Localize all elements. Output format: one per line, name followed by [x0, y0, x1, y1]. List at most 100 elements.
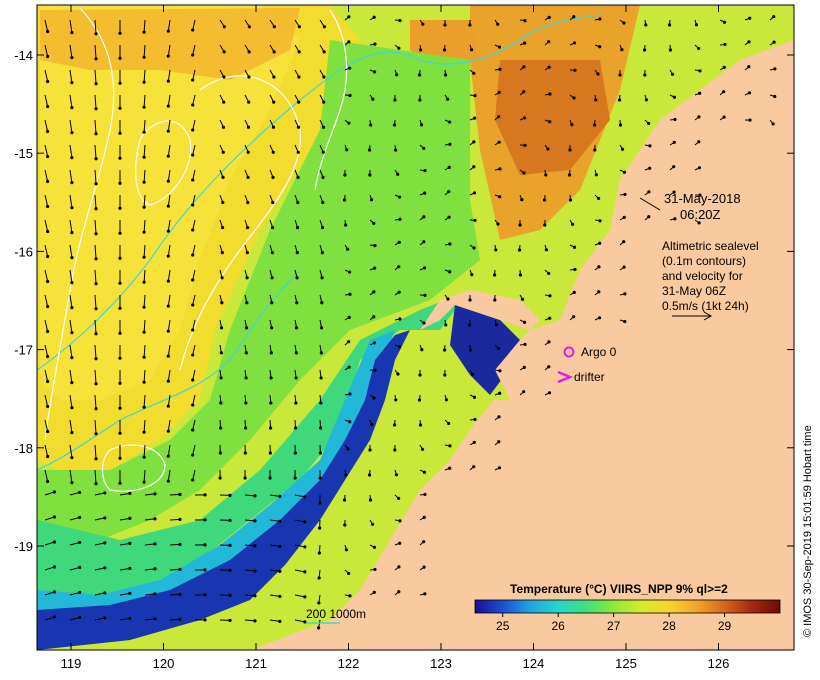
velocity-arrow — [244, 494, 256, 497]
velocity-arrow-head — [472, 395, 477, 399]
velocity-arrow-head — [397, 590, 401, 594]
velocity-arrow-head — [697, 115, 701, 119]
velocity-arrow-head — [518, 273, 523, 277]
velocity-arrow-head — [417, 73, 422, 77]
velocity-arrow-head — [373, 42, 377, 46]
velocity-arrow-head — [222, 100, 226, 104]
velocity-arrow-head — [368, 173, 372, 177]
velocity-arrow-head — [191, 103, 195, 107]
velocity-arrow — [143, 94, 146, 108]
velocity-arrow-head — [522, 65, 526, 69]
velocity-arrow-head — [447, 215, 451, 219]
velocity-arrow-head — [372, 545, 377, 549]
velocity-arrow — [44, 419, 49, 432]
velocity-arrow-head — [118, 456, 122, 460]
velocity-arrow-head — [497, 440, 501, 444]
velocity-arrow-head — [397, 265, 401, 269]
velocity-arrow-head — [419, 123, 424, 127]
velocity-arrow-head — [522, 320, 527, 324]
velocity-arrow-head — [142, 380, 146, 384]
velocity-arrow-head — [70, 156, 74, 160]
velocity-arrow-head — [103, 491, 107, 495]
velocity-arrow — [69, 394, 73, 408]
velocity-arrow-head — [142, 30, 146, 34]
velocity-arrow — [167, 144, 171, 157]
velocity-arrow-head — [497, 415, 501, 419]
lon-tick-label: 121 — [245, 656, 267, 671]
velocity-arrow-head — [166, 204, 170, 208]
velocity-arrow-head — [268, 451, 272, 455]
velocity-arrow-head — [322, 75, 326, 79]
velocity-arrow-head — [618, 123, 623, 127]
velocity-arrow-head — [142, 80, 146, 84]
velocity-arrow — [94, 444, 97, 459]
velocity-arrow-head — [722, 90, 726, 94]
velocity-arrow-head — [347, 340, 351, 344]
velocity-arrow-head — [142, 155, 146, 159]
velocity-arrow-head — [46, 479, 50, 484]
velocity-arrow — [143, 169, 146, 183]
velocity-arrow-head — [397, 195, 402, 199]
velocity-arrow — [69, 294, 73, 308]
sst-orange-north — [40, 8, 300, 80]
velocity-arrow-head — [228, 593, 232, 597]
velocity-arrow-head — [203, 543, 207, 547]
velocity-arrow-head — [153, 517, 157, 521]
velocity-arrow — [119, 592, 130, 596]
velocity-arrow — [167, 19, 171, 32]
velocity-arrow-head — [420, 447, 425, 451]
velocity-arrow — [94, 44, 97, 59]
velocity-arrow — [143, 444, 146, 458]
velocity-arrow-head — [472, 465, 476, 469]
velocity-arrow-head — [142, 330, 146, 334]
velocity-arrow-head — [397, 496, 401, 501]
velocity-arrow-head — [747, 40, 751, 44]
velocity-arrow-head — [418, 98, 422, 102]
velocity-arrow-head — [220, 276, 224, 280]
velocity-arrow — [167, 444, 171, 457]
velocity-arrow — [269, 619, 280, 622]
velocity-arrow-head — [272, 25, 276, 29]
sst-green-mid — [37, 40, 480, 540]
velocity-arrow-head — [166, 54, 170, 58]
velocity-arrow-head — [191, 203, 195, 207]
velocity-arrow-head — [597, 316, 602, 320]
velocity-arrow — [44, 616, 55, 621]
depth-contour-inner — [37, 269, 301, 471]
velocity-arrow-head — [270, 301, 274, 305]
velocity-arrow-head — [522, 90, 526, 94]
velocity-arrow-head — [166, 329, 170, 333]
velocity-arrow — [269, 519, 280, 522]
velocity-arrow-head — [572, 96, 576, 100]
velocity-arrow-head — [747, 91, 752, 95]
velocity-arrow-head — [547, 391, 552, 395]
velocity-arrow — [167, 394, 171, 407]
velocity-arrow-head — [497, 346, 501, 351]
velocity-arrow-head — [128, 616, 132, 621]
velocity-arrow — [69, 269, 73, 283]
velocity-arrow-head — [372, 315, 376, 319]
velocity-arrow-head — [303, 545, 307, 549]
velocity-arrow-head — [498, 195, 502, 199]
velocity-arrow-head — [46, 304, 50, 309]
velocity-arrow-head — [597, 290, 601, 294]
velocity-arrow — [69, 419, 73, 433]
velocity-arrow-head — [46, 279, 50, 284]
velocity-arrow-head — [420, 348, 424, 352]
velocity-arrow — [169, 543, 181, 546]
velocity-arrow — [143, 369, 146, 383]
velocity-arrow-head — [118, 131, 122, 135]
velocity-arrow-head — [70, 356, 74, 360]
velocity-arrow — [143, 44, 146, 58]
velocity-arrow-head — [295, 251, 299, 255]
velocity-arrow-head — [272, 100, 276, 104]
velocity-arrow — [44, 444, 49, 457]
velocity-arrow-head — [572, 315, 576, 319]
velocity-arrow-head — [297, 50, 301, 54]
velocity-arrow-head — [269, 376, 273, 380]
velocity-arrow-head — [142, 130, 146, 134]
colorbar-tick-label: 27 — [607, 619, 621, 633]
velocity-arrow — [94, 169, 97, 184]
velocity-arrow-head — [698, 69, 702, 73]
velocity-arrow — [192, 144, 196, 156]
